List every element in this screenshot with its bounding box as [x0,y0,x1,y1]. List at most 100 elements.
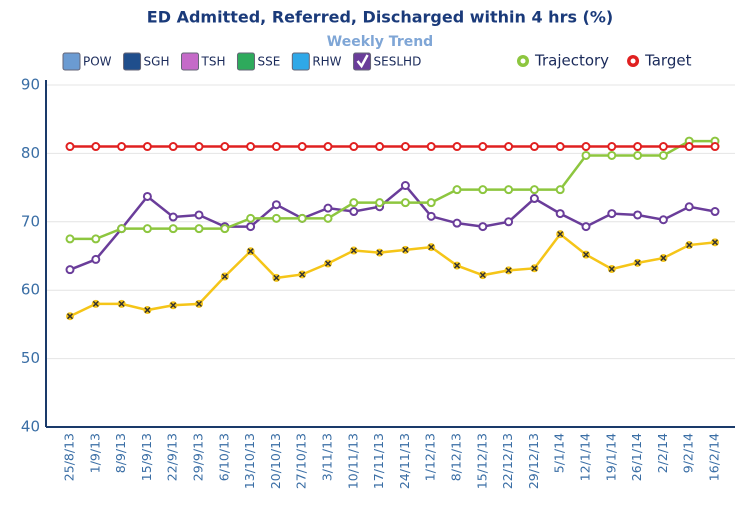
point-cross [582,251,590,258]
legend-label: TSH [201,55,226,69]
point-cross [221,273,228,280]
legend-label: Target [644,52,692,70]
point [324,259,332,268]
point [400,142,410,152]
x-tick-label: 10/11/13 [345,433,360,489]
point-cross [299,271,306,278]
point [529,142,539,152]
legend-swatch-inner [630,58,636,64]
point [143,306,152,315]
point [478,185,488,195]
point [246,222,256,232]
x-tick-label: 8/12/13 [449,433,464,481]
legend-swatch [62,52,81,71]
point [529,194,539,204]
point [685,241,694,250]
point [452,218,462,228]
legend-swatch [123,52,142,71]
y-tick-label: 50 [21,349,40,367]
point [168,212,178,222]
point-cross [118,300,125,307]
point [246,142,256,152]
point [194,142,204,152]
point [400,198,410,208]
y-tick-label: 80 [21,144,40,162]
x-tick-label: 19/1/14 [603,433,618,481]
point [711,238,719,247]
point [658,150,668,160]
legend-label: POW [83,55,112,69]
legend-label: SGH [144,55,170,69]
point [452,185,462,195]
legend-label: SSE [257,55,280,69]
point [658,142,668,152]
point [298,270,307,279]
point [556,230,565,239]
point [401,245,410,254]
point [220,272,229,281]
point [168,224,178,234]
point [375,198,385,208]
x-tick-label: 20/10/13 [268,433,283,489]
point [65,265,75,275]
point [710,207,720,217]
point-cross [505,267,512,274]
x-tick-label: 6/10/13 [216,433,231,481]
point [271,142,281,152]
chart-title: ED Admitted, Referred, Discharged within… [147,8,613,27]
point [220,142,230,152]
y-tick-label: 70 [21,212,40,230]
legend-label: Trajectory [534,52,609,70]
x-tick-label: 1/12/13 [423,433,438,481]
point-cross [686,242,693,249]
x-tick-label: 27/10/13 [294,433,309,489]
point [195,299,203,308]
point [246,213,256,223]
point [349,207,359,217]
legend-swatch [291,52,310,71]
legend-swatch [236,52,255,71]
point-cross [273,274,280,281]
point [91,254,101,264]
line [69,232,716,318]
x-tick-label: 25/8/13 [62,433,77,481]
chart-subtitle: Weekly Trend [327,34,433,50]
legend-swatch [181,52,199,71]
point [504,266,513,275]
y-tick-label: 90 [21,76,40,94]
point [659,254,668,263]
point [297,142,307,152]
point [246,247,255,256]
x-tick-label: 16/2/14 [707,433,722,481]
x-tick-label: 12/1/14 [578,433,593,481]
point [323,203,333,213]
point [349,198,359,208]
point [66,312,74,321]
point [504,142,514,152]
x-tick-label: 29/12/13 [526,433,541,489]
point [142,191,152,201]
x-tick-label: 9/2/14 [681,433,696,473]
point [684,202,694,212]
y-tick-label: 40 [21,418,40,436]
point [607,142,617,152]
point-cross [402,246,409,253]
x-tick-label: 8/9/13 [113,433,128,473]
point [684,142,694,152]
point-cross [247,248,254,255]
point [349,142,359,152]
point-cross [170,302,177,309]
point [117,142,127,152]
point [375,142,385,152]
point-cross [376,249,383,256]
point [478,222,488,232]
x-tick-label: 13/10/13 [242,433,257,489]
point-cross [92,300,99,307]
point [91,142,101,152]
point [323,213,333,223]
y-tick-label: 60 [21,281,40,299]
legend-check [356,54,369,69]
point [582,250,590,259]
point [117,224,127,234]
x-tick-label: 2/2/14 [655,433,670,473]
